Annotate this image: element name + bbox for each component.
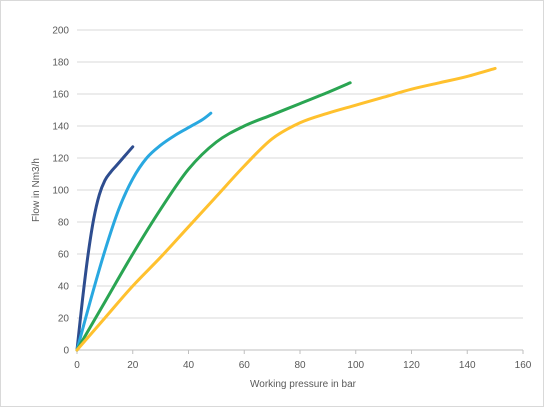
y-tick-label: 200 bbox=[52, 26, 69, 37]
x-tick-label: 160 bbox=[515, 360, 532, 371]
x-tick-label: 80 bbox=[294, 360, 306, 371]
y-tick-label: 180 bbox=[52, 58, 69, 69]
y-tick-label: 140 bbox=[52, 122, 69, 133]
x-axis-title: Working pressure in bar bbox=[250, 379, 357, 390]
x-tick-label: 60 bbox=[239, 360, 251, 371]
x-tick-label: 40 bbox=[183, 360, 195, 371]
x-tick-label: 20 bbox=[127, 360, 139, 371]
y-tick-label: 100 bbox=[52, 186, 69, 197]
series-line-1 bbox=[75, 145, 135, 352]
y-tick-label: 20 bbox=[58, 314, 70, 325]
series-line-3 bbox=[75, 81, 352, 352]
x-tick-labels: 0 20 40 60 80 100 120 140 160 bbox=[74, 360, 532, 371]
axes bbox=[76, 349, 524, 354]
x-tick-label: 120 bbox=[403, 360, 420, 371]
x-tick-label: 0 bbox=[74, 360, 80, 371]
series-line-2 bbox=[75, 111, 213, 352]
series-line-4 bbox=[75, 66, 497, 352]
y-tick-label: 80 bbox=[58, 218, 70, 229]
series-lines bbox=[75, 66, 497, 352]
y-tick-label: 120 bbox=[52, 154, 69, 165]
y-axis-title: Flow in Nm3/h bbox=[31, 158, 42, 222]
x-tick-label: 140 bbox=[459, 360, 476, 371]
y-tick-label: 160 bbox=[52, 90, 69, 101]
y-tick-label: 0 bbox=[63, 346, 69, 357]
y-tick-label: 40 bbox=[58, 282, 70, 293]
y-tick-label: 60 bbox=[58, 250, 70, 261]
y-tick-labels: 0 20 40 60 80 100 120 140 160 180 200 bbox=[52, 26, 69, 357]
x-tick-label: 100 bbox=[347, 360, 364, 371]
